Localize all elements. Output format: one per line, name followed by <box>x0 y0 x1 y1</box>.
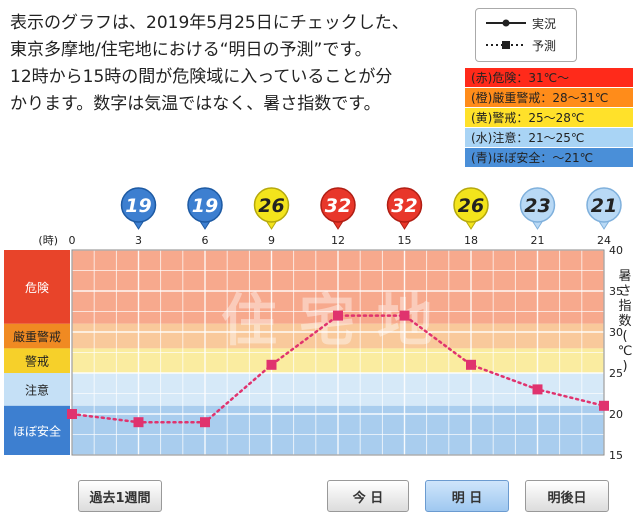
description-text: 表示のグラフは、2019年5月25日にチェックした、 東京多摩地/住宅地における… <box>10 10 460 118</box>
zone-band <box>4 373 70 406</box>
x-tick-label: 6 <box>202 234 209 247</box>
zone-label: 厳重警戒 <box>13 329 61 344</box>
wbgt-bubble <box>187 187 223 223</box>
watermark-text: 住宅地 <box>221 289 455 354</box>
y-tick-label: 30 <box>609 326 623 339</box>
forecast-point <box>599 400 609 411</box>
description-line: 表示のグラフは、2019年5月25日にチェックした、 <box>10 13 409 33</box>
solid-line-icon <box>486 19 526 27</box>
wbgt-bubble <box>519 187 556 223</box>
plot-frame <box>71 249 605 456</box>
danger-level-range: ：25～28℃ <box>516 111 585 125</box>
y-tick-label: 25 <box>609 367 623 380</box>
danger-level-label: (水)注意 <box>471 131 517 145</box>
x-tick-label: 18 <box>464 234 478 247</box>
wbgt-bubble <box>453 187 489 223</box>
danger-level-label: (橙)厳重警戒 <box>471 91 541 105</box>
danger-level-range: ：～21℃ <box>540 151 594 165</box>
danger-level-row: (黄)警戒 ：25～28℃ <box>465 108 633 127</box>
forecast-point <box>466 359 476 370</box>
y-tick-label: 40 <box>609 244 623 257</box>
danger-level-range: ：31℃～ <box>516 71 570 85</box>
zone-band <box>4 250 70 324</box>
wbgt-bubble <box>253 187 290 223</box>
description-line: かります。数字は気温ではなく、暑さ指数です。 <box>10 94 381 114</box>
wbgt-bubble-value: 21 <box>591 195 617 217</box>
tomorrow-button[interactable]: 明 日 <box>425 480 509 512</box>
forecast-point <box>333 310 343 321</box>
forecast-point <box>200 417 210 428</box>
y-tick-label: 35 <box>609 285 623 298</box>
wbgt-bubble <box>120 187 157 223</box>
x-tick-label: 21 <box>531 234 545 247</box>
danger-level-row: (橙)厳重警戒 ：28～31℃ <box>465 88 633 107</box>
x-tick-label: 12 <box>331 234 345 247</box>
danger-level-row: (青)ほぼ安全 ：～21℃ <box>465 148 633 167</box>
day-after-tomorrow-button[interactable]: 明後日 <box>525 480 609 512</box>
x-tick-label: 9 <box>268 234 275 247</box>
forecast-point <box>266 359 277 370</box>
wbgt-bubble <box>386 187 423 223</box>
y-axis-label-char: 暑 <box>618 269 631 284</box>
danger-level-table: (赤)危険 ：31℃～ (橙)厳重警戒 ：28～31℃ (黄)警戒 ：25～28℃ (… <box>465 68 633 168</box>
wbgt-bubble <box>320 187 356 223</box>
dotted-line-icon <box>486 41 526 49</box>
y-axis-label-char: ) <box>622 359 627 374</box>
legend-actual: 実況 <box>484 13 556 33</box>
forecast-point <box>399 310 410 321</box>
danger-level-label: (赤)危険 <box>471 71 517 85</box>
y-tick-label: 15 <box>609 449 623 462</box>
danger-level-label: (青)ほぼ安全 <box>471 151 541 165</box>
y-tick-label: 20 <box>609 408 623 421</box>
wbgt-bubble-value: 23 <box>524 195 550 217</box>
zone-band <box>4 323 70 349</box>
y-axis-label-char: 指 <box>618 299 631 314</box>
zone-label: 危険 <box>25 281 49 295</box>
wbgt-bubble-value: 32 <box>325 195 351 217</box>
line-legend: 実況 予測 <box>475 8 577 62</box>
forecast-line <box>70 314 606 424</box>
wbgt-bubble-value: 26 <box>258 195 284 217</box>
zone-label: 注意 <box>25 382 49 397</box>
today-button[interactable]: 今 日 <box>327 480 409 512</box>
danger-level-range: ：21～25℃ <box>516 131 585 145</box>
wbgt-bubble-value: 32 <box>391 195 417 217</box>
zone-band <box>4 405 70 455</box>
past-week-button[interactable]: 過去1週間 <box>78 480 162 512</box>
zone-label: 警戒 <box>25 354 49 369</box>
wbgt-bubble-value: 19 <box>192 195 218 217</box>
danger-level-row: (水)注意 ：21～25℃ <box>465 128 633 147</box>
y-axis-label-char: 数 <box>618 314 631 329</box>
x-tick-label: 15 <box>398 234 412 247</box>
x-tick-label: 0 <box>69 234 76 247</box>
forecast-point <box>133 417 144 428</box>
danger-level-row: (赤)危険 ：31℃～ <box>465 68 633 87</box>
wbgt-bubble-value: 26 <box>458 195 484 217</box>
description-line: 12時から15時の間が危険域に入っていることが分 <box>10 67 393 87</box>
forecast-point <box>532 384 543 395</box>
wbgt-bubble-value: 19 <box>125 195 151 217</box>
danger-level-range: ：28～31℃ <box>540 91 609 105</box>
zone-label: ほぼ安全 <box>13 423 61 438</box>
wbgt-bubble <box>586 187 622 223</box>
description-line: 東京多摩地/住宅地における“明日の予測”です。 <box>10 40 372 60</box>
legend-actual-label: 実況 <box>532 16 557 31</box>
y-axis-label-char: ( <box>622 329 627 344</box>
y-axis-label-char: ℃ <box>618 344 633 359</box>
y-axis-label-char: さ <box>618 284 631 299</box>
x-tick-label: 24 <box>597 234 611 247</box>
legend-forecast: 予測 <box>484 35 556 55</box>
x-tick-label: 3 <box>135 234 142 247</box>
zone-band <box>4 348 70 373</box>
danger-level-label: (黄)警戒 <box>471 111 517 125</box>
legend-forecast-label: 予測 <box>532 38 557 53</box>
x-axis-unit: (時) <box>38 234 58 247</box>
forecast-point <box>67 409 77 419</box>
